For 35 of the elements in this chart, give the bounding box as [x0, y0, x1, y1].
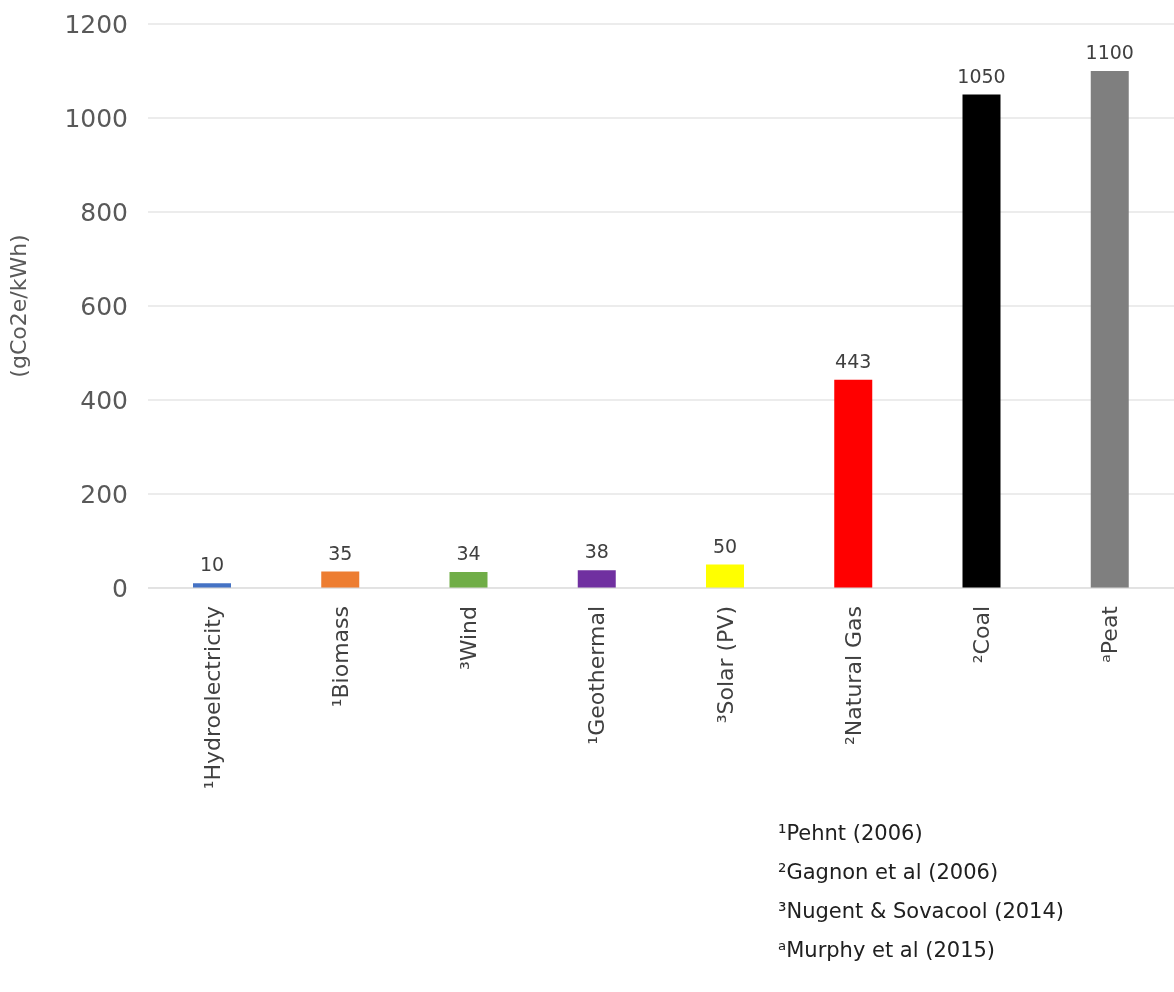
y-axis-title: (gCo2e/kWh): [5, 234, 31, 378]
text: ¹Pehnt (2006): [778, 820, 924, 847]
y-tick-label: 600: [80, 291, 128, 321]
data-label: 1100: [1085, 41, 1134, 63]
y-tick-label: 1000: [64, 103, 128, 133]
bar: [449, 572, 488, 588]
y-tick-label: 800: [80, 197, 128, 227]
data-label: 443: [835, 349, 872, 372]
x-tick-label: ¹Biomass: [327, 606, 353, 708]
bar: [1090, 71, 1129, 588]
data-label: 34: [456, 542, 481, 565]
data-label: 35: [328, 541, 353, 564]
data-label: 50: [712, 534, 738, 557]
x-tick-label: ³Solar (PV): [712, 606, 738, 724]
text: ᵃMurphy et al (2015): [778, 937, 997, 964]
x-tick-label: ³Wind: [456, 606, 482, 671]
text: ³Nugent & Sovacool (2014): [778, 898, 1065, 925]
y-tick-label: 400: [80, 385, 128, 415]
data-label: 38: [584, 540, 609, 563]
bar: [834, 379, 873, 588]
x-tick-label: ²Natural Gas: [840, 606, 866, 745]
x-tick-label: ¹Geothermal: [584, 606, 610, 745]
y-tick-label: 1200: [64, 9, 128, 39]
y-tick-label: 0: [112, 573, 128, 603]
x-tick-label: ²Coal: [969, 606, 995, 664]
data-label: 10: [199, 553, 225, 576]
y-tick-label: 200: [80, 479, 128, 509]
data-label: 1050: [957, 64, 1006, 87]
bar: [706, 564, 744, 588]
bar: [321, 571, 360, 588]
text: ²Gagnon et al (2006): [778, 859, 1000, 886]
x-tick-label: ᵃPeat: [1097, 605, 1123, 663]
x-tick-label: ¹Hydroelectricity: [199, 606, 225, 790]
bar: [577, 570, 616, 588]
bar: [962, 94, 1001, 588]
